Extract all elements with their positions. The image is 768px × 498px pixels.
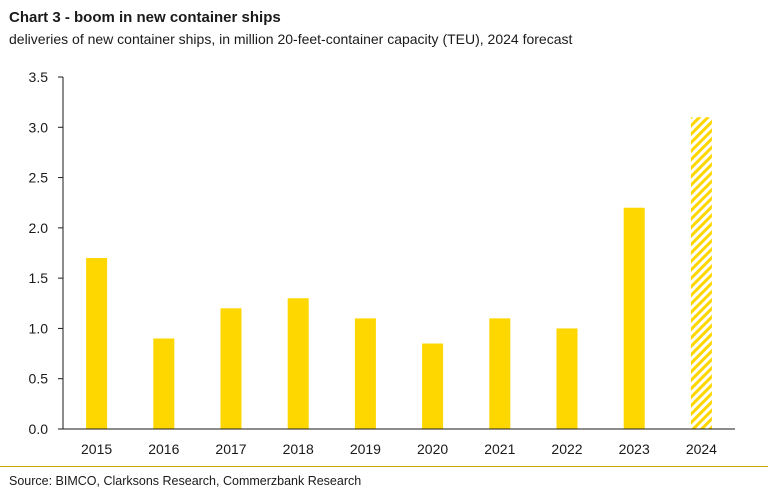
- x-tick-label: 2024: [686, 441, 717, 457]
- bar-2019: [354, 318, 376, 429]
- x-tick-label: 2020: [417, 441, 448, 457]
- y-tick-label: 3.5: [29, 69, 49, 85]
- footer-divider: [0, 466, 768, 467]
- bar-chart: 0.00.51.01.52.02.53.03.5 2015 2016 2017 201…: [29, 69, 735, 457]
- y-tick-label: 1.0: [29, 320, 49, 336]
- bar-2015: [86, 258, 108, 429]
- chart-title: Chart 3 - boom in new container ships: [9, 9, 281, 26]
- chart-subtitle: deliveries of new container ships, in mi…: [9, 31, 573, 47]
- y-axis-ticks: 0.0 0.5 1.0 1.5 2.0 2.5 3.0 3.5: [29, 69, 63, 437]
- x-tick-label: 2023: [619, 441, 650, 457]
- bar-2023: [623, 207, 645, 429]
- bar-forecast-2024: [690, 117, 712, 429]
- x-tick-label: 2015: [81, 441, 112, 457]
- x-tick-label: 2017: [215, 441, 246, 457]
- x-tick-label: 2021: [484, 441, 515, 457]
- x-axis-ticks: 2015 2016 2017 2018 2019 2020 2021 2022 2023 2024: [81, 441, 717, 457]
- bar-2020: [422, 343, 444, 429]
- y-tick-label: 1.5: [29, 270, 49, 286]
- bar-2022: [556, 328, 578, 429]
- x-tick-label: 2018: [283, 441, 314, 457]
- y-tick-label: 0.0: [29, 421, 49, 437]
- source-note: Source: BIMCO, Clarksons Research, Comme…: [9, 474, 362, 488]
- x-tick-label: 2019: [350, 441, 381, 457]
- bar-2017: [220, 308, 242, 429]
- x-tick-label: 2016: [148, 441, 179, 457]
- y-tick-label: 3.0: [29, 119, 49, 135]
- bar-2018: [287, 298, 309, 429]
- y-tick-label: 0.5: [29, 371, 49, 387]
- bar-2021: [489, 318, 511, 429]
- x-tick-label: 2022: [551, 441, 582, 457]
- y-tick-label: 2.5: [29, 170, 49, 186]
- bar-2016: [153, 338, 175, 429]
- y-tick-label: 2.0: [29, 220, 49, 236]
- bars: [86, 117, 712, 429]
